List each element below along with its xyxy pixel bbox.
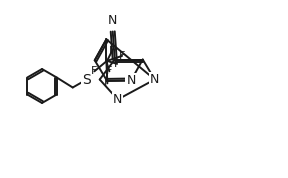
Text: N: N xyxy=(126,74,136,87)
Text: S: S xyxy=(82,72,91,87)
Text: F: F xyxy=(114,59,120,69)
Text: F: F xyxy=(91,66,98,76)
Text: F: F xyxy=(106,66,113,76)
Text: N: N xyxy=(113,93,122,106)
Text: F: F xyxy=(104,78,111,88)
Text: N: N xyxy=(108,14,118,27)
Text: F: F xyxy=(119,51,125,61)
Text: F: F xyxy=(109,46,115,56)
Text: N: N xyxy=(150,73,160,86)
